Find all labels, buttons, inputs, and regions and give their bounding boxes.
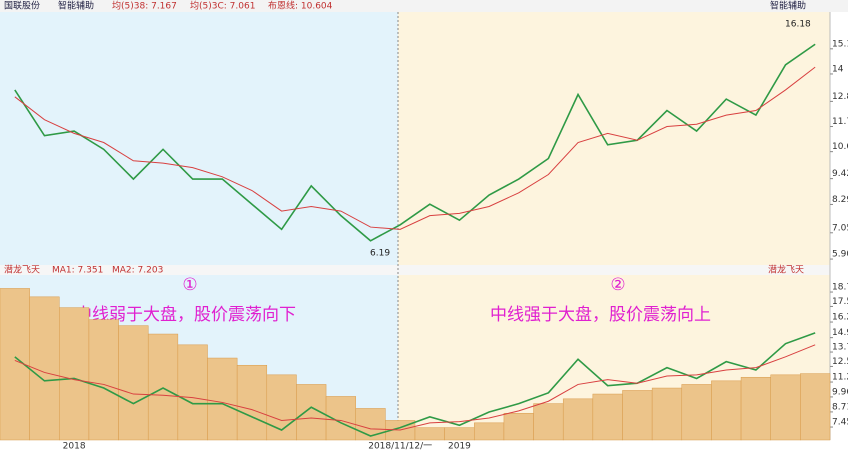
y-tick-label: 11.7 — [832, 117, 848, 127]
header-bar — [0, 0, 848, 12]
bar — [770, 374, 801, 441]
y-tick-label: 11.2 — [832, 373, 848, 383]
bar — [592, 393, 623, 441]
bar — [355, 408, 386, 441]
y-tick-label: 12.8 — [832, 92, 848, 102]
y-tick-label: 17.5 — [832, 297, 848, 307]
bar — [414, 427, 445, 441]
y-tick-label: 14.9 — [832, 328, 848, 338]
ma5-text: 均(5)38: 7.167 — [112, 0, 177, 12]
y-tick-label: 15.1 — [832, 39, 848, 49]
y-tick-label: 8.29 — [832, 195, 848, 205]
bar — [503, 412, 534, 441]
tool-button[interactable]: 智能辅助 — [58, 0, 94, 12]
bar — [147, 333, 179, 441]
bar — [236, 364, 268, 441]
x-tick-label: 2018/11/12/一 — [368, 442, 432, 450]
panel-title: 潜龙飞天 — [4, 264, 40, 276]
bar — [207, 357, 238, 441]
x-tick-label: 2019 — [448, 442, 471, 450]
bar — [533, 403, 564, 441]
x-tick-label: 2018 — [63, 442, 86, 450]
bar — [474, 422, 505, 441]
annotation-number: ① — [182, 275, 197, 295]
low-label: 6.19 — [370, 249, 390, 259]
bar — [681, 384, 712, 441]
y-tick-label: 14 — [832, 64, 844, 74]
zone-weak — [0, 12, 398, 265]
bar — [740, 376, 771, 441]
bar — [711, 380, 742, 441]
bar — [622, 390, 653, 441]
line-text: 布恩线: 10.604 — [268, 0, 333, 12]
price-line — [14, 332, 816, 437]
y-tick-label: 9.96 — [832, 387, 848, 397]
y-tick-label: 16.2 — [832, 313, 848, 323]
high-label: 16.18 — [785, 20, 811, 30]
tool-button[interactable]: 智能辅助 — [770, 0, 806, 12]
annotation: 中线弱于大盘，股价震荡向下 — [75, 305, 296, 325]
bar — [444, 427, 475, 441]
ma10-text: 均(5)3C: 7.061 — [190, 0, 255, 12]
y-tick-label: 7.05 — [832, 223, 848, 233]
y-tick-label: 5.90 — [832, 250, 848, 260]
y-tick-label: 12.5 — [832, 357, 848, 367]
y-tick-label: 13.7 — [832, 343, 848, 353]
panel-header — [0, 265, 830, 275]
legend-text: MA2: 7.203 — [112, 266, 163, 276]
y-tick-label: 10.6 — [832, 142, 848, 152]
price-line — [14, 344, 816, 431]
y-tick-label: 7.45 — [832, 418, 848, 428]
y-tick-label: 18.7 — [832, 283, 848, 293]
zone-strong — [398, 12, 830, 265]
bar — [800, 373, 831, 441]
price-line — [14, 66, 816, 230]
annotation-number: ② — [610, 275, 625, 295]
bar — [88, 319, 119, 441]
panel-title: 潜龙飞天 — [768, 264, 804, 276]
y-tick-label: 9.42 — [832, 169, 848, 179]
bar — [562, 398, 594, 441]
y-tick-label: 8.71 — [832, 402, 848, 412]
bar — [118, 325, 149, 441]
bar — [651, 387, 683, 441]
legend-text: MA1: 7.351 — [52, 266, 103, 276]
annotation: 中线强于大盘，股价震荡向上 — [490, 305, 711, 325]
bar — [177, 344, 208, 441]
bar — [59, 307, 90, 441]
stock-name[interactable]: 国联股份 — [4, 0, 40, 12]
price-line — [14, 43, 816, 242]
